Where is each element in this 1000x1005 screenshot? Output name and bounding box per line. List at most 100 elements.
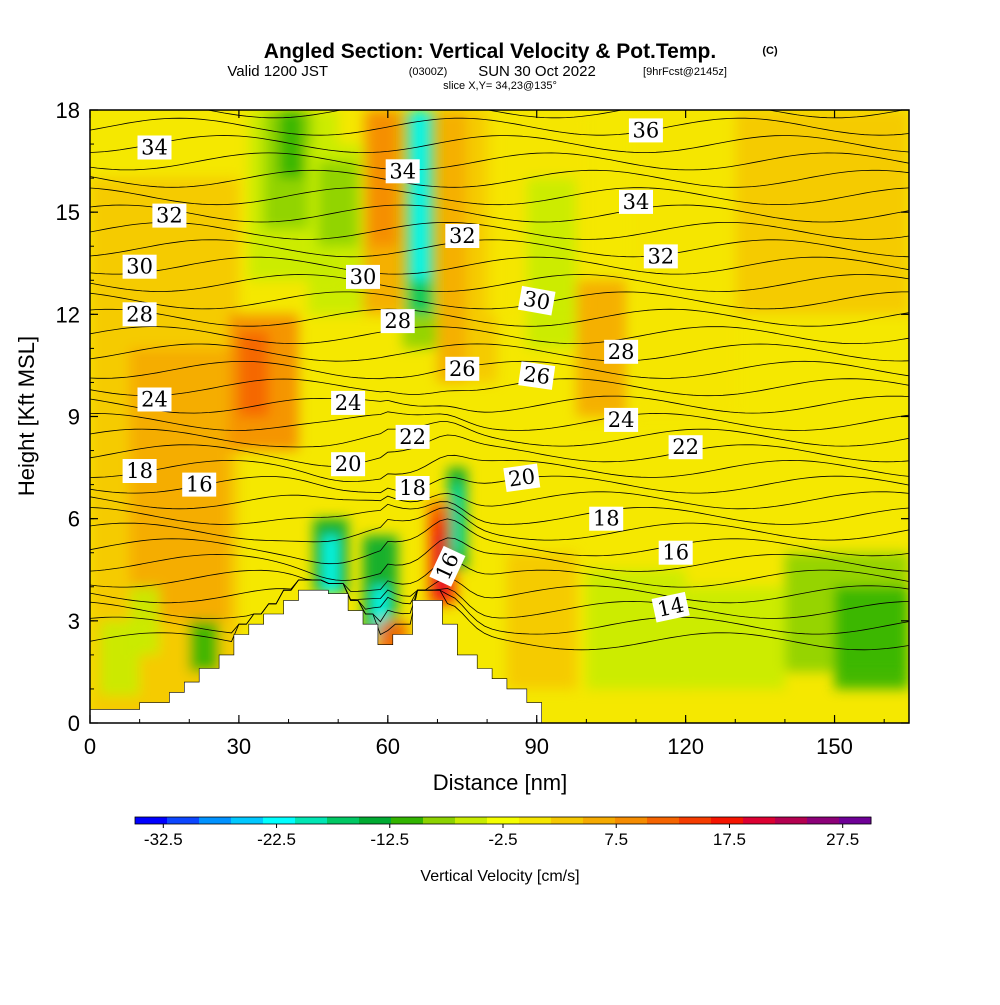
contour-label: 34	[619, 189, 653, 214]
contour-label: 24	[137, 387, 172, 412]
contour-label: 24	[604, 407, 639, 432]
colorbar-tick-label: -32.5	[144, 830, 183, 849]
contour-label-box	[331, 390, 366, 415]
contour-label: 18	[122, 459, 157, 483]
contour-label-text: 14	[655, 593, 686, 622]
utc-time: (0300Z)	[409, 66, 448, 78]
y-axis-label: Height [Kft MSL]	[14, 336, 39, 496]
colorbar-tick-label: -2.5	[488, 830, 517, 849]
contour-label: 14	[651, 591, 690, 623]
contour-label-text: 32	[449, 224, 476, 248]
contour-label-box	[604, 339, 639, 364]
colorbar-swatch	[615, 817, 648, 824]
contour-label-text: 24	[608, 408, 635, 432]
colorbar-tick-label: -22.5	[257, 830, 296, 849]
colorbar-swatch	[519, 817, 552, 824]
contour-label: 30	[517, 285, 556, 316]
contour-label-text: 24	[335, 391, 362, 415]
colorbar-swatch	[711, 817, 744, 824]
colorbar-swatch	[775, 817, 808, 824]
contour-label-text: 30	[521, 287, 551, 315]
x-tick-label: 0	[84, 734, 96, 759]
colorbar-tick-label: 7.5	[604, 830, 628, 849]
contour-label-box	[619, 189, 653, 214]
contour-label-text: 18	[126, 459, 153, 483]
colorbar-swatch	[295, 817, 328, 824]
contour-label-box	[385, 159, 420, 184]
contour-label: 30	[346, 264, 380, 289]
colorbar-swatch	[487, 817, 520, 824]
x-tick-label: 60	[376, 734, 400, 759]
valid-date: SUN 30 Oct 2022	[478, 63, 596, 80]
contour-label: 20	[503, 463, 541, 493]
contour-label: 32	[152, 203, 187, 228]
contour-label: 24	[331, 390, 366, 415]
contour-label-text: 28	[608, 340, 635, 364]
contour-label-box	[503, 463, 541, 493]
colorbar-swatch	[679, 817, 712, 824]
contour-label-text: 26	[449, 357, 476, 381]
contour-label: 28	[380, 309, 415, 334]
colorbar-swatch	[743, 817, 776, 824]
contour-label-text: 34	[623, 190, 650, 214]
contour-label-text: 32	[647, 244, 674, 268]
valid-time: Valid 1200 JST	[227, 63, 328, 80]
x-tick-label: 120	[667, 734, 704, 759]
contour-label: 34	[385, 159, 420, 184]
contour-label-box	[346, 264, 380, 289]
contour-label-text: 32	[156, 204, 183, 228]
contour-label-box	[604, 407, 639, 432]
contour-label-text: 30	[350, 265, 377, 289]
contour-label-text: 16	[186, 473, 213, 497]
contour-label: 18	[395, 476, 430, 500]
contour-label-box	[122, 302, 157, 327]
contour-label-text: 28	[384, 309, 411, 333]
colorbar-swatch	[327, 817, 360, 824]
forecast-info: [9hrFcst@2145z]	[643, 66, 727, 78]
contour-label: 28	[604, 339, 639, 364]
contour-label-box	[651, 591, 690, 623]
contour-label: 26	[518, 361, 556, 390]
contour-label-text: 36	[633, 118, 660, 142]
contour-label-text: 20	[507, 464, 537, 491]
contour-label-box	[152, 203, 187, 228]
terrain	[90, 589, 542, 723]
contour-label-box	[445, 224, 480, 248]
contour-label-text: 34	[141, 136, 168, 160]
colorbar-swatch	[423, 817, 456, 824]
colorbar-tick-label: -12.5	[370, 830, 409, 849]
slice-info: slice X,Y= 34,23@135°	[443, 80, 557, 92]
y-tick-label: 15	[56, 200, 80, 225]
contour-label-box	[395, 424, 430, 449]
contour-label-text: 34	[389, 159, 416, 183]
contour-label: 20	[331, 452, 366, 477]
contour-label-text: 28	[126, 302, 153, 326]
y-tick-label: 0	[68, 711, 80, 736]
contour-label-text: 22	[399, 425, 426, 449]
contour-label-box	[137, 135, 172, 160]
colorbar-swatch	[231, 817, 264, 824]
colorbar-swatch	[391, 817, 424, 824]
contour-label-box	[137, 387, 172, 412]
colorbar-swatch	[551, 817, 584, 824]
colorbar-swatch	[263, 817, 296, 824]
contour-label: 30	[122, 254, 157, 279]
contour-label-text: 18	[593, 507, 620, 531]
contour-label-box	[429, 545, 466, 587]
contour-label: 26	[445, 356, 480, 381]
contour-label-box	[380, 309, 415, 334]
colorbar-swatch	[807, 817, 840, 824]
x-axis-label: Distance [nm]	[433, 770, 568, 795]
contour-labels: 34 32 30 28 24 18 16 34 32 30 28 26 24 22 20 18 16 36 34 32…	[122, 118, 703, 623]
y-tick-label: 18	[56, 98, 80, 123]
contour-label: 16	[182, 472, 217, 497]
contour-label-box	[643, 244, 678, 269]
contour-label-text: 16	[662, 541, 689, 565]
velocity-field	[90, 110, 909, 723]
contour-label-box	[589, 506, 624, 531]
contour-label-box	[518, 361, 556, 390]
contour-label: 16	[658, 540, 693, 565]
contour-label: 34	[137, 135, 172, 160]
contour-label: 28	[122, 302, 157, 327]
contour-label: 36	[628, 118, 663, 143]
